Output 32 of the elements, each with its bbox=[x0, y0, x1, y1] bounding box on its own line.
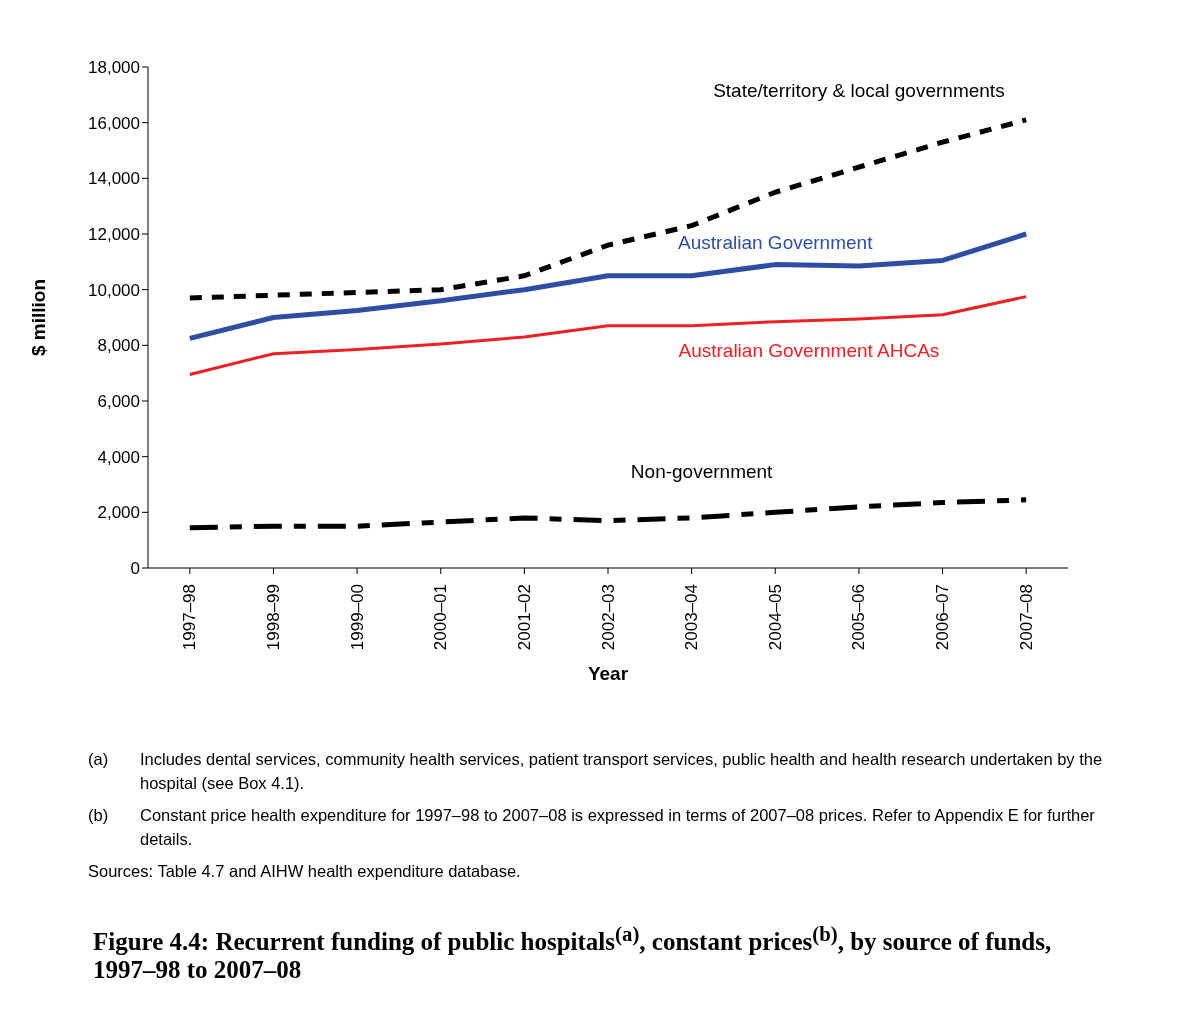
y-tick-label: 6,000 bbox=[97, 392, 140, 412]
x-tick-label: 2007–08 bbox=[1016, 584, 1036, 651]
x-tick-label: 1999–00 bbox=[347, 584, 367, 651]
y-tick-label: 14,000 bbox=[88, 169, 140, 189]
x-tick-label: 2004–05 bbox=[765, 584, 785, 651]
y-tick-label: 4,000 bbox=[97, 447, 140, 467]
x-tick-label: 1998–99 bbox=[263, 584, 283, 651]
x-tick-label: 2005–06 bbox=[849, 584, 869, 651]
x-axis-title: Year bbox=[587, 663, 629, 684]
y-tick-label: 2,000 bbox=[97, 503, 140, 523]
x-tick-label: 2002–03 bbox=[598, 584, 618, 651]
y-tick-label: 16,000 bbox=[88, 113, 140, 133]
y-tick-label: 10,000 bbox=[88, 280, 140, 300]
x-tick-label: 1997–98 bbox=[180, 584, 200, 651]
line-series bbox=[188, 295, 1028, 377]
chart-title: Figure 4.4: Recurrent funding of public hospitals$^{(a)}$, constant prices$^{(b)}$, by source of funds, 1997–98 to 2007–08 bbox=[93, 921, 1052, 983]
y-tick-label: 12,000 bbox=[88, 225, 140, 245]
y-axis-title: $ million bbox=[27, 278, 49, 357]
y-tick-label: 0 bbox=[130, 559, 140, 579]
series-label: Australian Government AHCAs bbox=[678, 339, 940, 361]
x-tick-label: 2003–04 bbox=[682, 584, 702, 651]
x-tick-label: 2001–02 bbox=[514, 584, 534, 651]
y-tick-label: 8,000 bbox=[97, 336, 140, 356]
source-note: Sources: Table 4.7 and AIHW health expenditure database. bbox=[88, 860, 522, 882]
x-tick-label: 2006–07 bbox=[933, 584, 953, 651]
series-label: Non-government bbox=[630, 460, 774, 482]
text: (b) Constant price health expenditure for 1997–98 to 2007–08 is expressed in terms of 2007–08 prices. Refer to Appendix E for further details. bbox=[88, 805, 1095, 848]
y-tick-label: 18,000 bbox=[88, 58, 140, 78]
text: (a) Includes dental services, community health services, patient transport services, public health and health research undertaken by the hospital (see Box 4.1). bbox=[88, 750, 1103, 792]
x-tick-label: 2000–01 bbox=[431, 584, 451, 651]
series-label: State/territory & local governments bbox=[713, 80, 1005, 102]
series-label: Australian Government bbox=[678, 231, 874, 253]
